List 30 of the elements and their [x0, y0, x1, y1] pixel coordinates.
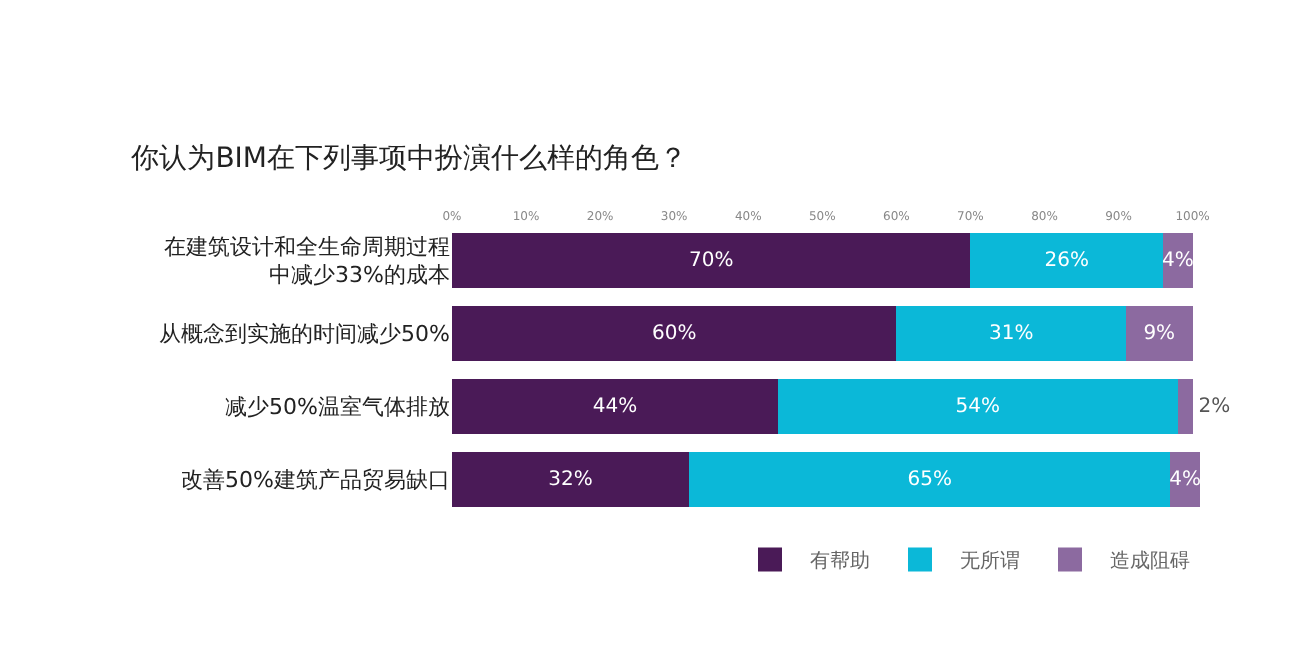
y-tick-label: 改善50%建筑产品贸易缺口 — [181, 467, 450, 494]
bar — [452, 233, 971, 288]
data-label: 2% — [1198, 395, 1231, 418]
bar — [452, 452, 689, 507]
data-label: 70% — [688, 249, 734, 272]
data-label: 44% — [592, 395, 638, 418]
data-label: 54% — [955, 395, 1001, 418]
data-label: 26% — [1044, 249, 1089, 272]
bar — [896, 306, 1126, 361]
legend-label: 无所谓 — [960, 549, 1020, 574]
bar — [1177, 379, 1193, 434]
chart-title: 你认为BIM在下列事项中扮演什么样的角色？ — [129, 143, 688, 176]
y-tick-label: 在建筑设计和全生命周期过程中减少33%的成本 — [164, 233, 450, 289]
legend-label: 有帮助 — [810, 549, 870, 574]
bar — [452, 379, 778, 434]
bar — [1125, 306, 1193, 361]
data-label: 4% — [1161, 249, 1194, 272]
data-label: 60% — [651, 322, 697, 345]
y-tick-label: 减少50%温室气体排放 — [225, 394, 450, 421]
data-label: 4% — [1169, 468, 1202, 491]
data-label: 9% — [1143, 322, 1176, 345]
data-label: 32% — [548, 468, 593, 491]
y-tick-label: 从概念到实施的时间减少50% — [159, 321, 450, 348]
data-label: 65% — [907, 468, 952, 491]
bar — [970, 233, 1163, 288]
data-label: 31% — [988, 322, 1034, 345]
bar — [777, 379, 1178, 434]
bar — [452, 306, 897, 361]
legend-label: 造成阻碍 — [1110, 549, 1190, 574]
bar — [689, 452, 1171, 507]
